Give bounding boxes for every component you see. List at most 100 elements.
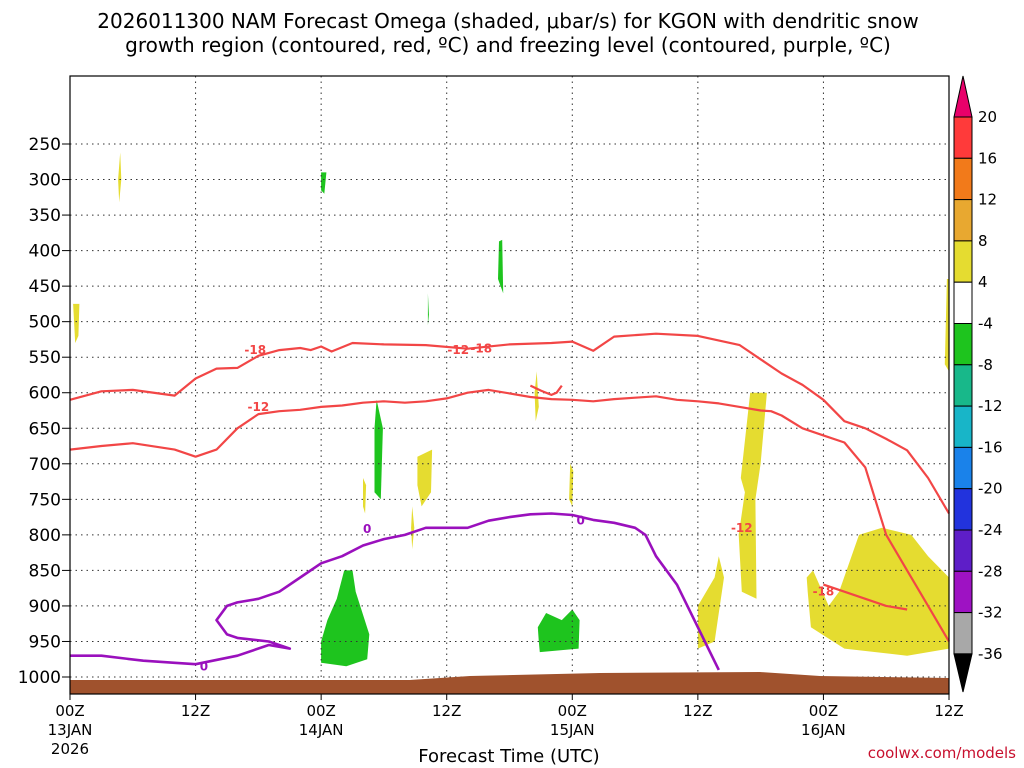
colorbar-label: 20 — [978, 108, 997, 126]
contour-label: 0 — [363, 522, 371, 536]
contour-label: -18 — [244, 343, 266, 357]
y-tick-label: 750 — [29, 490, 61, 510]
omega-area — [73, 303, 80, 343]
colorbar-label: -12 — [978, 397, 1003, 415]
colorbar-bin — [953, 240, 973, 283]
colorbar-bin — [953, 116, 973, 159]
contour-label: 0 — [200, 659, 208, 673]
y-tick-label: 300 — [29, 171, 61, 191]
x-tick-date: 15JAN — [550, 721, 595, 739]
y-tick-label: 450 — [29, 277, 61, 297]
ground-fill — [70, 672, 949, 694]
x-tick-year: 2026 — [51, 740, 89, 758]
x-tick-label: 12Z — [683, 702, 712, 720]
contour-label: -12 — [731, 521, 753, 535]
y-tick-label: 950 — [29, 632, 61, 652]
omega-area — [321, 172, 327, 194]
colorbar-bin — [953, 364, 973, 407]
chart-title-line1: 2026011300 NAM Forecast Omega (shaded, μ… — [97, 9, 918, 33]
contour-lines — [69, 332, 950, 671]
omega-shading — [73, 152, 949, 667]
y-tick-label: 250 — [29, 135, 61, 155]
dgz-contour-12 — [529, 384, 563, 396]
colorbar-label: -36 — [978, 645, 1003, 663]
y-tick-label: 850 — [29, 561, 61, 581]
omega-area — [363, 478, 367, 514]
colorbar-label: -32 — [978, 604, 1003, 622]
colorbar-label: 4 — [978, 273, 988, 291]
colorbar-bottom-arrow — [953, 653, 973, 693]
omega-area — [374, 399, 383, 500]
colorbar-label: 16 — [978, 149, 997, 167]
colorbar-label: -20 — [978, 480, 1003, 498]
colorbar-bin — [953, 323, 973, 366]
y-tick-label: 650 — [29, 419, 61, 439]
x-tick-label: 00Z — [558, 702, 587, 720]
contour-label: -12 — [248, 400, 270, 414]
omega-area — [427, 293, 429, 326]
x-axis-label: Forecast Time (UTC) — [418, 746, 599, 767]
freezing-level-contour — [70, 512, 720, 671]
omega-area — [569, 463, 574, 507]
colorbar-label: -24 — [978, 521, 1003, 539]
colorbar: 20 16 12 8 4 -4 -8 -12 -16 -20 -24 -28 -32 -36 — [953, 75, 1003, 693]
colorbar-bin — [953, 612, 973, 655]
y-tick-label: 550 — [29, 348, 61, 368]
omega-area — [417, 449, 433, 507]
x-tick-date: 16JAN — [801, 721, 846, 739]
x-tick-label: 00Z — [809, 702, 838, 720]
omega-area — [118, 152, 122, 203]
credit-text: coolwx.com/models — [868, 744, 1016, 762]
omega-area — [738, 392, 767, 599]
omega-area — [411, 506, 415, 550]
colorbar-bin — [953, 529, 973, 572]
contour-label: -18 — [470, 342, 492, 356]
omega-area — [498, 239, 504, 294]
x-tick-label: 12Z — [181, 702, 210, 720]
colorbar-label: -8 — [978, 356, 993, 374]
colorbar-bin — [953, 157, 973, 201]
y-tick-label: 900 — [29, 597, 61, 617]
y-tick-label: 600 — [29, 384, 61, 404]
y-axis: 250 300 350 400 450 500 550 600 650 700 750 800 850 9… — [18, 135, 70, 688]
x-tick-date: 14JAN — [299, 721, 344, 739]
colorbar-bin — [953, 488, 973, 531]
colorbar-bin — [953, 570, 973, 614]
y-tick-label: 400 — [29, 242, 61, 262]
colorbar-label: -28 — [978, 562, 1003, 580]
y-tick-label: 800 — [29, 526, 61, 546]
y-tick-label: 500 — [29, 313, 61, 333]
chart-title-line2: growth region (contoured, red, ºC) and f… — [125, 33, 891, 57]
y-tick-label: 350 — [29, 206, 61, 226]
omega-area — [806, 527, 949, 656]
omega-area — [321, 570, 370, 667]
colorbar-label: -4 — [978, 315, 993, 333]
x-tick-label: 00Z — [55, 702, 84, 720]
dgz-contour-18 — [823, 583, 908, 611]
y-tick-label: 700 — [29, 455, 61, 475]
colorbar-bin — [953, 405, 973, 448]
x-tick-date: 13JAN — [48, 721, 93, 739]
colorbar-top-arrow — [953, 75, 973, 118]
colorbar-bin — [953, 446, 973, 490]
plot-frame — [69, 75, 950, 695]
dgz-contour-18 — [69, 332, 950, 515]
omega-area — [537, 609, 580, 653]
colorbar-bin — [953, 199, 973, 242]
x-tick-label: 12Z — [432, 702, 461, 720]
contour-label: -18 — [813, 585, 835, 599]
colorbar-bin — [953, 281, 973, 325]
y-tick-label: 1000 — [18, 668, 61, 688]
contour-label: 0 — [576, 514, 584, 528]
omega-area — [944, 279, 949, 372]
colorbar-label: -16 — [978, 438, 1003, 456]
ground-layer — [70, 672, 949, 694]
colorbar-label: 8 — [978, 232, 988, 250]
x-tick-label: 12Z — [934, 702, 963, 720]
omega-area — [534, 371, 539, 422]
omega-area — [697, 556, 724, 649]
dgz-contour-12 — [69, 388, 950, 643]
